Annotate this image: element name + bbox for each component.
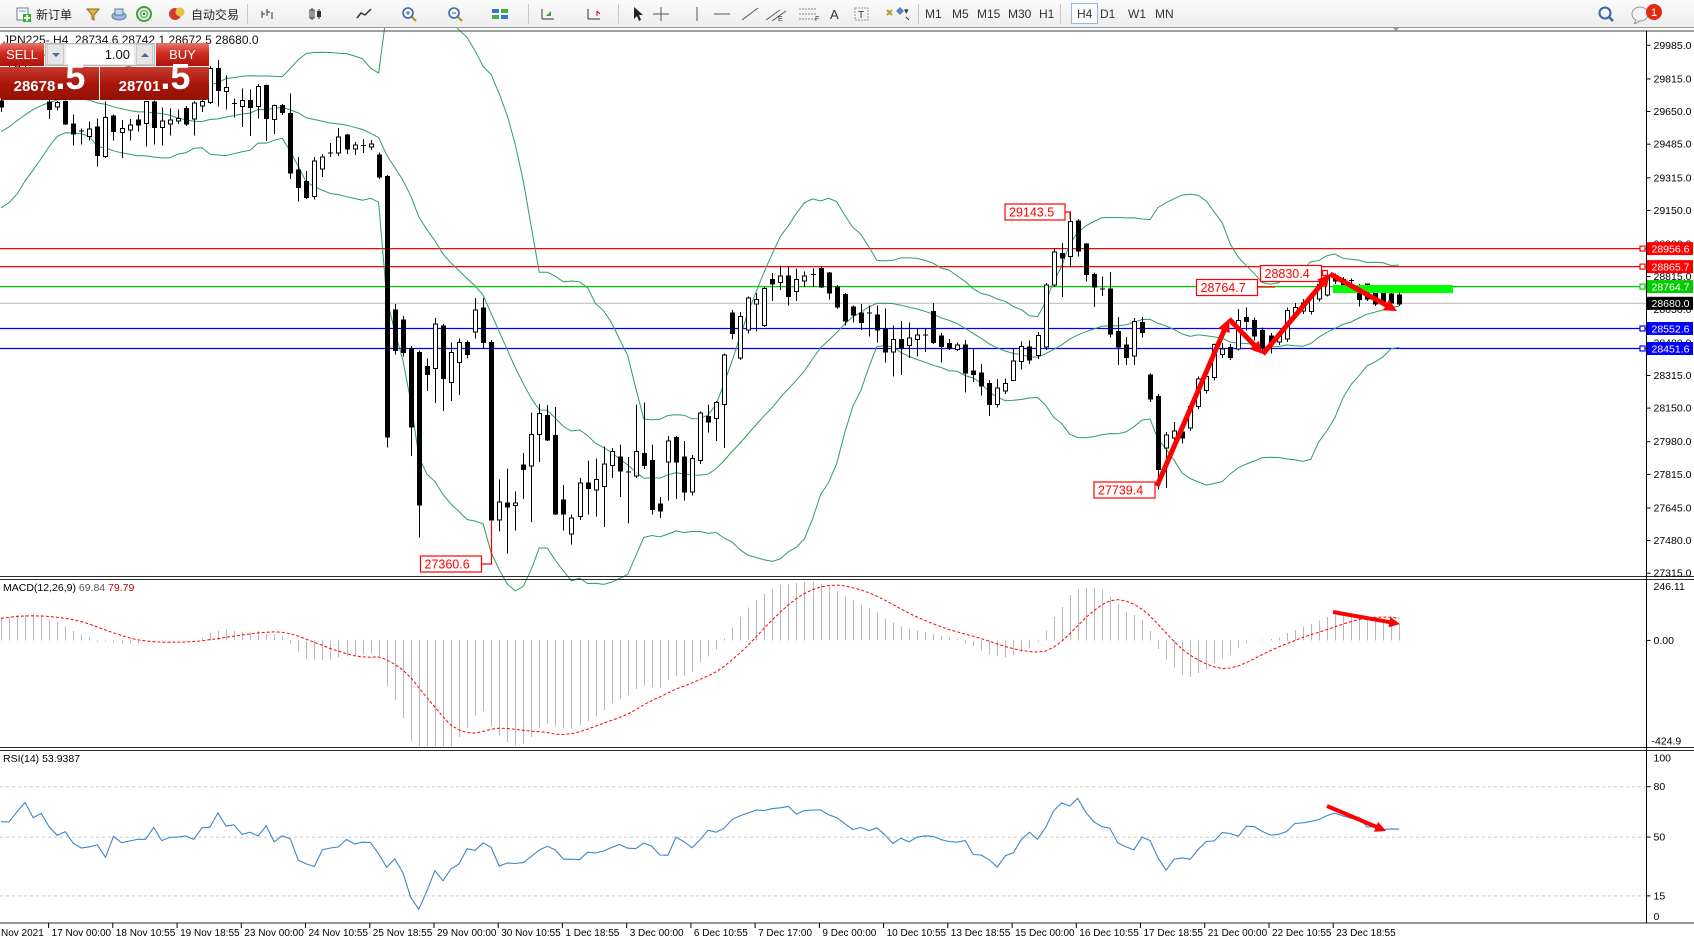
svg-text:T: T bbox=[858, 10, 864, 21]
svg-text:22 Dec 10:55: 22 Dec 10:55 bbox=[1272, 928, 1332, 939]
svg-text:15: 15 bbox=[1654, 890, 1666, 902]
svg-text:0: 0 bbox=[1654, 911, 1660, 923]
svg-text:29985.0: 29985.0 bbox=[1654, 40, 1692, 52]
svg-text:1: 1 bbox=[1651, 7, 1657, 19]
svg-text:-424.9: -424.9 bbox=[1652, 736, 1682, 748]
svg-text:28150.0: 28150.0 bbox=[1654, 403, 1692, 415]
svg-text:21 Dec 00:00: 21 Dec 00:00 bbox=[1208, 928, 1268, 939]
svg-text:23 Nov 00:00: 23 Nov 00:00 bbox=[244, 928, 304, 939]
svg-text:17 Nov 00:00: 17 Nov 00:00 bbox=[52, 928, 112, 939]
svg-text:28830.4: 28830.4 bbox=[1265, 267, 1310, 281]
svg-text:1 Dec 18:55: 1 Dec 18:55 bbox=[565, 928, 619, 939]
svg-text:28680.0: 28680.0 bbox=[1652, 298, 1690, 310]
svg-text:80: 80 bbox=[1654, 781, 1666, 793]
svg-text:29150.0: 29150.0 bbox=[1654, 205, 1692, 217]
svg-text:E: E bbox=[778, 16, 783, 22]
svg-text:28764.7: 28764.7 bbox=[1652, 281, 1690, 293]
svg-text:24 Nov 10:55: 24 Nov 10:55 bbox=[309, 928, 369, 939]
svg-text:27980.0: 27980.0 bbox=[1654, 436, 1692, 448]
svg-text:23 Dec 18:55: 23 Dec 18:55 bbox=[1336, 928, 1396, 939]
svg-text:27360.6: 27360.6 bbox=[425, 558, 470, 572]
svg-text:17 Dec 18:55: 17 Dec 18:55 bbox=[1144, 928, 1204, 939]
svg-text:27645.0: 27645.0 bbox=[1654, 503, 1692, 515]
svg-text:9 Dec 00:00: 9 Dec 00:00 bbox=[822, 928, 876, 939]
svg-text:29315.0: 29315.0 bbox=[1654, 172, 1692, 184]
svg-text:10 Dec 10:55: 10 Dec 10:55 bbox=[887, 928, 947, 939]
svg-text:29485.0: 29485.0 bbox=[1654, 139, 1692, 151]
svg-text:6 Dec 10:55: 6 Dec 10:55 bbox=[694, 928, 748, 939]
svg-text:29143.5: 29143.5 bbox=[1009, 206, 1054, 220]
svg-text:MACD(12,26,9) 69.84 79.79: MACD(12,26,9) 69.84 79.79 bbox=[3, 582, 134, 594]
svg-text:15 Dec 00:00: 15 Dec 00:00 bbox=[1015, 928, 1075, 939]
svg-text:28865.7: 28865.7 bbox=[1652, 261, 1690, 273]
svg-text:3 Dec 00:00: 3 Dec 00:00 bbox=[630, 928, 684, 939]
svg-text:27480.0: 27480.0 bbox=[1654, 535, 1692, 547]
svg-text:19 Nov 18:55: 19 Nov 18:55 bbox=[180, 928, 240, 939]
svg-text:246.11: 246.11 bbox=[1654, 581, 1685, 593]
svg-text:30 Nov 10:55: 30 Nov 10:55 bbox=[501, 928, 561, 939]
svg-text:7 Dec 17:00: 7 Dec 17:00 bbox=[758, 928, 812, 939]
svg-text:29 Nov 00:00: 29 Nov 00:00 bbox=[437, 928, 497, 939]
svg-text:27739.4: 27739.4 bbox=[1098, 484, 1143, 498]
svg-text:13 Dec 18:55: 13 Dec 18:55 bbox=[951, 928, 1011, 939]
svg-text:RSI(14) 53.9387: RSI(14) 53.9387 bbox=[3, 753, 80, 765]
svg-text:0.00: 0.00 bbox=[1654, 635, 1675, 647]
svg-text:28315.0: 28315.0 bbox=[1654, 370, 1692, 382]
svg-text:27315.0: 27315.0 bbox=[1654, 568, 1692, 580]
svg-text:F: F bbox=[815, 16, 819, 22]
svg-text:28956.6: 28956.6 bbox=[1652, 243, 1690, 255]
svg-text:16 Dec 10:55: 16 Dec 10:55 bbox=[1079, 928, 1139, 939]
svg-text:50: 50 bbox=[1654, 832, 1666, 844]
svg-text:29650.0: 29650.0 bbox=[1654, 106, 1692, 118]
svg-text:▾: ▾ bbox=[904, 6, 909, 16]
svg-text:18 Nov 10:55: 18 Nov 10:55 bbox=[116, 928, 176, 939]
svg-text:Nov 2021: Nov 2021 bbox=[1, 928, 44, 939]
svg-text:28451.6: 28451.6 bbox=[1652, 343, 1690, 355]
svg-text:25 Nov 18:55: 25 Nov 18:55 bbox=[373, 928, 433, 939]
svg-text:28552.6: 28552.6 bbox=[1652, 323, 1690, 335]
svg-text:28764.7: 28764.7 bbox=[1201, 281, 1246, 295]
svg-text:29815.0: 29815.0 bbox=[1654, 73, 1692, 85]
svg-text:27815.0: 27815.0 bbox=[1654, 469, 1692, 481]
svg-text:100: 100 bbox=[1654, 753, 1672, 765]
